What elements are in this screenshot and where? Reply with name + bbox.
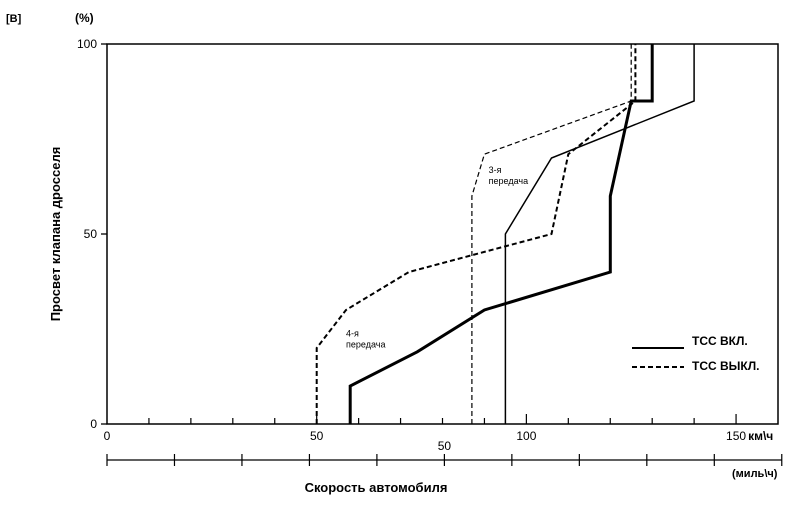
x-unit-secondary: (миль\ч) xyxy=(732,468,778,480)
plot-frame xyxy=(106,43,779,425)
y-tick-label: 0 xyxy=(90,417,97,431)
x-tick-label: 100 xyxy=(516,429,536,443)
figure-label: [B] xyxy=(6,13,22,25)
mph-tick-label: 50 xyxy=(438,439,452,453)
series-line xyxy=(348,44,654,424)
x-unit-primary: км\ч xyxy=(748,429,773,443)
y-axis-label: Просвет клапана дросселя xyxy=(48,147,63,322)
gear-annotation: 4-я передача xyxy=(346,329,385,350)
legend-label: TCC ВКЛ. xyxy=(692,334,748,348)
x-tick-label: 50 xyxy=(310,429,324,443)
series-line xyxy=(471,44,632,424)
series-line xyxy=(504,44,695,424)
y-tick-label: 50 xyxy=(84,227,98,241)
legend-label: TCC ВЫКЛ. xyxy=(692,359,760,373)
x-tick-label: 0 xyxy=(104,429,111,443)
x-tick-label: 150 xyxy=(726,429,746,443)
series-line xyxy=(315,44,637,424)
y-unit-label: (%) xyxy=(75,11,94,25)
y-tick-label: 100 xyxy=(77,37,97,51)
gear-annotation: 3-я передача xyxy=(489,165,528,186)
x-axis-label: Скорость автомобиля xyxy=(305,480,448,495)
